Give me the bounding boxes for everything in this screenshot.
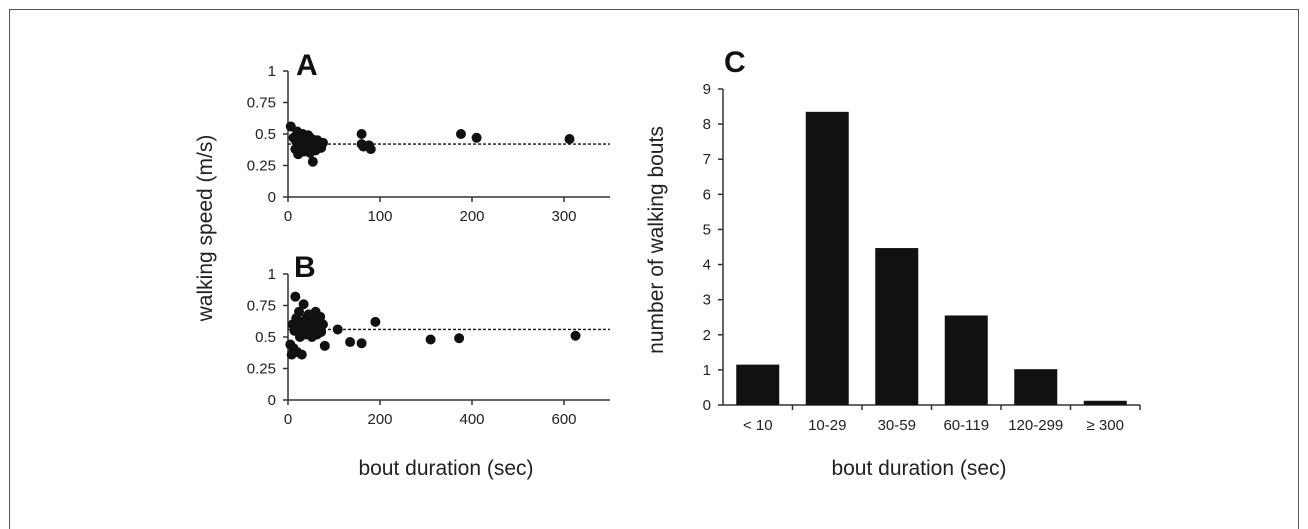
panel-b-data-point — [454, 333, 465, 344]
panel-b-data-point — [332, 324, 343, 335]
panel-c-y-tick-label: 9 — [703, 81, 711, 98]
panel-a-x-tick-label: 200 — [459, 208, 484, 225]
panel-label-c: C — [724, 46, 746, 79]
panel-label-a: A — [296, 49, 318, 82]
panel-a-data-point — [317, 137, 328, 148]
panel-b: B 0 0.25 0.5 0.75 1 0 200 400 600 — [247, 251, 610, 428]
panel-b-data-point — [319, 340, 330, 351]
panel-c-y-tick-label: 8 — [703, 116, 711, 133]
panel-c-bar — [805, 111, 849, 406]
panel-b-data-point — [294, 306, 305, 317]
panel-b-data-point — [317, 319, 328, 330]
panel-a: A 0 0.25 0.5 0.75 1 0 100 200 300 — [247, 49, 610, 225]
panel-b-x-tick-label: 400 — [459, 411, 484, 428]
panel-b-y-tick-label: 0.5 — [255, 329, 276, 346]
panel-a-y-tick-label: 0.5 — [255, 126, 276, 143]
panel-a-y-tick-label: 0 — [268, 189, 276, 206]
panel-b-data-point — [356, 338, 367, 349]
panel-label-b: B — [294, 251, 316, 284]
panel-c-plot: 0 1 2 3 4 5 6 7 8 9 < 10 10-29 30-59 60-119 120-299 ≥ 3… — [703, 81, 1141, 434]
panel-c-x-tick-label: 120-299 — [1008, 417, 1063, 434]
panel-b-y-tick-label: 0.75 — [247, 298, 276, 315]
y-axis-label-ab: walking speed (m/s) — [194, 135, 217, 323]
panel-b-x-tick-label: 200 — [367, 411, 392, 428]
panel-a-data-point — [307, 156, 318, 167]
panel-a-plot: 0 0.25 0.5 0.75 1 0 100 200 300 — [247, 63, 610, 225]
panel-c-x-tick-label: 10-29 — [808, 417, 846, 434]
panel-c-bar — [875, 248, 919, 405]
panel-c-y-tick-label: 6 — [703, 186, 711, 203]
panel-b-data-point — [315, 311, 326, 322]
panel-b-x-tick-label: 600 — [551, 411, 576, 428]
panel-a-data-point — [471, 132, 482, 143]
panel-b-x-tick-label: 0 — [284, 411, 292, 428]
y-axis-label-c: number of walking bouts — [645, 126, 668, 354]
panel-c-bar — [1083, 400, 1127, 405]
panel-b-plot: 0 0.25 0.5 0.75 1 0 200 400 600 — [247, 266, 610, 428]
figure-frame — [9, 9, 1299, 529]
panel-c-y-tick-label: 1 — [703, 362, 711, 379]
panel-c-y-tick-label: 5 — [703, 221, 711, 238]
panel-a-x-tick-label: 300 — [551, 208, 576, 225]
panel-a-y-tick-label: 0.25 — [247, 158, 276, 175]
panel-c-bar — [1014, 369, 1058, 405]
panel-a-y-tick-label: 0.75 — [247, 95, 276, 112]
panel-c-bar — [944, 315, 988, 405]
panel-c-x-tick-label: < 10 — [743, 417, 773, 434]
panel-b-data-point — [316, 326, 327, 337]
panel-c-y-tick-label: 0 — [703, 397, 711, 414]
panel-c-x-tick-label: ≥ 300 — [1087, 417, 1124, 434]
panel-b-y-tick-label: 0 — [268, 392, 276, 409]
panel-b-y-tick-label: 1 — [268, 266, 276, 283]
panel-a-data-point — [564, 134, 575, 145]
panel-a-data-point — [455, 129, 466, 139]
panel-c: C 0 1 2 3 4 5 6 7 8 9 < 10 10-29 30-59 60-119 120-299 ≥… — [645, 46, 1141, 480]
x-axis-label-c: bout duration (sec) — [831, 457, 1006, 480]
panel-b-data-point — [425, 334, 436, 345]
panel-b-data-point — [345, 337, 356, 348]
panel-a-x-tick-label: 0 — [284, 208, 292, 225]
panel-c-x-tick-label: 30-59 — [878, 417, 916, 434]
panel-c-x-tick-label: 60-119 — [943, 417, 989, 434]
panel-c-y-tick-label: 7 — [703, 151, 711, 168]
panel-b-data-point — [296, 349, 307, 360]
panel-c-y-tick-label: 4 — [703, 257, 711, 274]
x-axis-label-ab: bout duration (sec) — [358, 457, 533, 480]
panel-b-data-point — [370, 316, 381, 327]
panel-a-y-tick-label: 1 — [268, 63, 276, 80]
panel-c-y-tick-label: 2 — [703, 327, 711, 344]
panel-a-data-point — [356, 129, 367, 139]
panel-b-data-point — [298, 299, 309, 310]
panel-a-data-point — [365, 144, 376, 155]
panel-c-y-tick-label: 3 — [703, 292, 711, 309]
panel-b-y-tick-label: 0.25 — [247, 361, 276, 378]
panel-b-data-point — [570, 330, 581, 341]
panel-a-x-tick-label: 100 — [367, 208, 392, 225]
panel-b-data-point — [290, 291, 301, 302]
panel-c-bar — [736, 364, 780, 405]
